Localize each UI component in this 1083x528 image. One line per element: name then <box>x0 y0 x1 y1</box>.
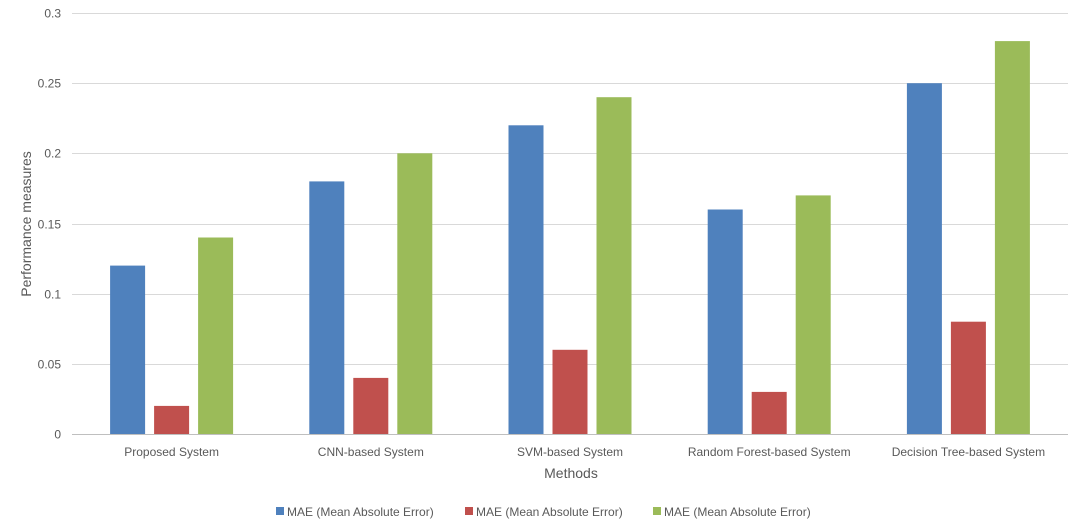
x-category-label: CNN-based System <box>318 445 424 459</box>
gridlines <box>72 13 1068 435</box>
bar-series2-4 <box>751 391 787 434</box>
bar-series2-5 <box>950 321 986 434</box>
x-category-label: Proposed System <box>124 445 219 459</box>
x-category-label: SVM-based System <box>517 445 623 459</box>
bar-series1-1 <box>110 265 146 434</box>
bar-series3-5 <box>994 41 1030 434</box>
bar-series2-1 <box>154 405 190 434</box>
bar-series1-2 <box>309 181 345 434</box>
bar-series2-3 <box>552 349 588 434</box>
bars <box>110 41 1030 435</box>
y-axis-title: Performance measures <box>18 151 34 297</box>
bar-series1-3 <box>508 125 544 435</box>
x-axis-title: Methods <box>544 465 598 481</box>
x-axis-categories: Proposed System CNN-based System SVM-based… <box>124 445 1045 459</box>
bar-series3-2 <box>397 153 433 435</box>
legend-swatch-1 <box>276 507 284 515</box>
y-tick-label: 0.25 <box>38 77 62 91</box>
bar-series3-3 <box>596 97 632 434</box>
x-category-label: Decision Tree-based System <box>892 445 1045 459</box>
x-category-label: Random Forest-based System <box>688 445 851 459</box>
legend-label-3: MAE (Mean Absolute Error) <box>664 505 811 519</box>
bar-series1-5 <box>906 83 942 434</box>
y-tick-label: 0.15 <box>38 218 62 232</box>
y-tick-label: 0.05 <box>38 358 62 372</box>
legend-swatch-2 <box>465 507 473 515</box>
y-tick-label: 0.2 <box>44 147 61 161</box>
bar-series1-4 <box>707 209 743 434</box>
bar-series2-2 <box>353 377 389 434</box>
bar-series3-4 <box>795 195 831 434</box>
y-tick-label: 0 <box>54 428 61 442</box>
y-axis-ticks: 0 0.05 0.1 0.15 0.2 0.25 0.3 <box>38 7 62 442</box>
legend-swatch-3 <box>653 507 661 515</box>
y-tick-label: 0.3 <box>44 7 61 21</box>
y-tick-label: 0.1 <box>44 288 61 302</box>
bar-series3-1 <box>198 237 234 434</box>
legend: MAE (Mean Absolute Error) MAE (Mean Absol… <box>276 505 811 519</box>
legend-label-2: MAE (Mean Absolute Error) <box>476 505 623 519</box>
legend-label-1: MAE (Mean Absolute Error) <box>287 505 434 519</box>
